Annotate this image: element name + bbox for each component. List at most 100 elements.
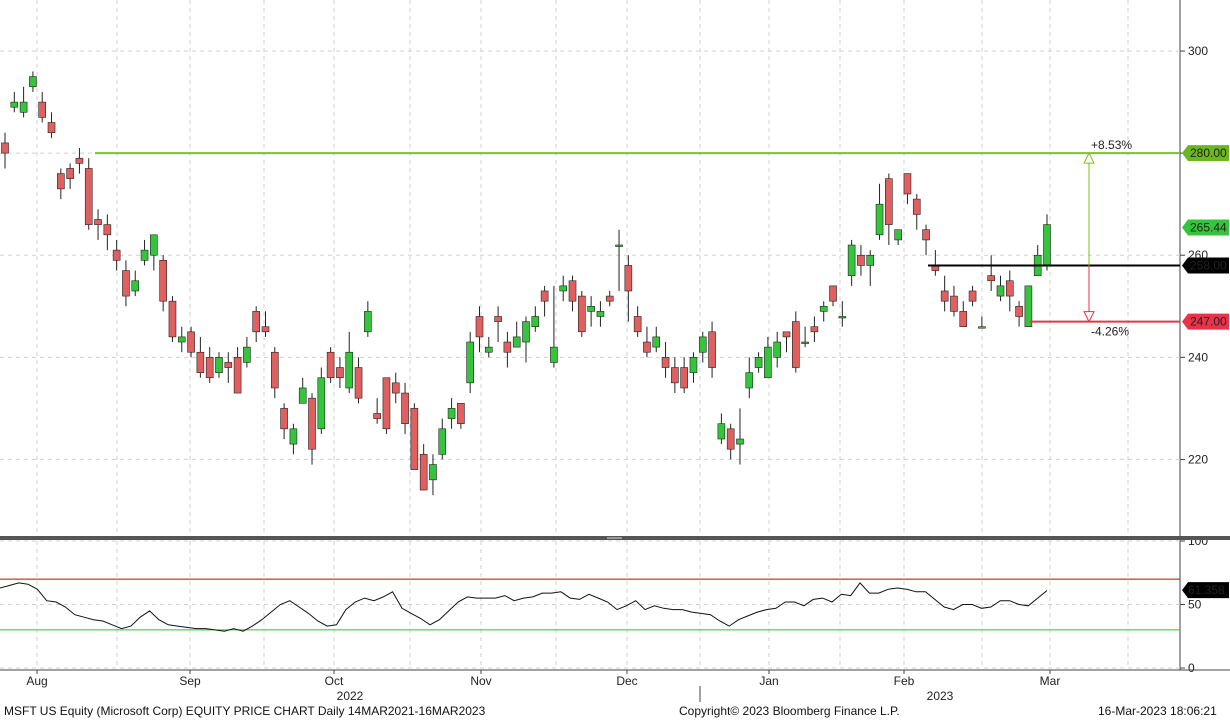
candle-body — [736, 438, 744, 445]
candle-body — [559, 285, 568, 292]
candle-body — [345, 351, 354, 389]
candle-body — [754, 357, 763, 368]
candle-body — [968, 290, 977, 302]
candle-body — [280, 408, 288, 430]
candle-body — [150, 234, 158, 256]
candle-body — [475, 316, 484, 338]
candle-body — [782, 331, 791, 338]
candle-body — [503, 341, 512, 353]
candle-body — [66, 168, 74, 179]
candle-body — [950, 295, 958, 312]
candle-body — [847, 244, 856, 276]
candle-body — [1, 142, 9, 154]
candle-body — [131, 280, 140, 292]
up-arrow-head — [1083, 152, 1095, 164]
candle-body — [243, 346, 251, 363]
candle-body — [373, 413, 381, 419]
level-price-label: 258.00 — [1190, 258, 1227, 272]
candle-body — [885, 178, 893, 225]
candle-body — [987, 275, 995, 282]
footer-copyright: Copyright© 2023 Bloomberg Finance L.P. — [679, 704, 900, 718]
x-month-label: Mar — [1040, 674, 1061, 688]
level-price-tag — [1182, 257, 1229, 274]
x-month-label: Nov — [470, 674, 491, 688]
x-month-label: Jan — [759, 674, 778, 688]
candle-body — [103, 224, 112, 236]
rsi-y-tick-label: 50 — [1188, 598, 1202, 612]
candle-body — [894, 229, 902, 241]
last-price-label: 265.44 — [1190, 220, 1227, 234]
candle-body — [578, 295, 586, 333]
candle-body — [568, 280, 577, 302]
candle-body — [10, 101, 19, 108]
candle-body — [19, 101, 28, 113]
candle-body — [429, 464, 437, 481]
candle-body — [689, 357, 698, 373]
candle-body — [410, 408, 419, 470]
candle-body — [364, 311, 372, 333]
candle-body — [1015, 305, 1023, 317]
candle-body — [680, 367, 688, 389]
candle-body — [494, 316, 502, 322]
candle-body — [187, 331, 195, 353]
candle-body — [438, 428, 447, 455]
x-month-label: Feb — [894, 674, 915, 688]
candle-body — [978, 326, 986, 329]
candle-body — [466, 341, 474, 384]
rsi-y-tick-label: 0 — [1188, 661, 1195, 675]
y-tick-label: 220 — [1188, 452, 1208, 466]
candle-body — [159, 260, 167, 302]
candle-body — [540, 290, 549, 302]
level-price-label: 247.00 — [1190, 315, 1227, 329]
candle-body — [326, 351, 335, 379]
last-price-tag — [1182, 219, 1229, 236]
footer-security-description: MSFT US Equity (Microsoft Corp) EQUITY P… — [4, 704, 486, 718]
candle-body — [271, 351, 279, 389]
candle-body — [922, 229, 930, 241]
candle-body — [382, 377, 391, 430]
candle-body — [484, 346, 493, 353]
candle-body — [401, 392, 409, 424]
x-year-label: 2023 — [927, 689, 954, 703]
candle-body — [57, 173, 65, 190]
candle-body — [205, 357, 214, 379]
candle-body — [819, 305, 828, 312]
up-percent-label: +8.53% — [1091, 138, 1132, 152]
candle-body — [875, 203, 884, 236]
candle-body — [838, 316, 847, 319]
candle-body — [215, 357, 223, 373]
candle-body — [317, 377, 326, 430]
candle-body — [336, 367, 344, 379]
candle-body — [47, 122, 56, 134]
candle-body — [29, 76, 37, 88]
candle-body — [587, 305, 595, 312]
candle-body — [792, 321, 800, 368]
candle-body — [531, 316, 540, 328]
x-month-label: Oct — [325, 674, 344, 688]
candle-body — [596, 311, 605, 317]
rsi-last-label: 61.358 — [1188, 583, 1225, 597]
candle-body — [112, 249, 121, 261]
candle-body — [233, 357, 242, 394]
candle-body — [773, 341, 781, 358]
candle-body — [84, 168, 93, 225]
candle-body — [289, 428, 298, 445]
candle-body — [550, 346, 558, 363]
candle-body — [708, 331, 716, 368]
candle-body — [419, 454, 428, 491]
x-year-label: 2022 — [337, 689, 364, 703]
candle-body — [354, 367, 363, 399]
candle-body — [512, 336, 521, 348]
candle-body — [643, 341, 651, 353]
candle-body — [391, 382, 400, 394]
candle-body — [903, 173, 912, 195]
candle-body — [1043, 224, 1051, 266]
candle-body — [940, 290, 949, 302]
candle-body — [94, 219, 102, 225]
candle-body — [140, 249, 149, 261]
candle-body — [764, 346, 772, 379]
footer-timestamp: 16-Mar-2023 18:06:21 — [1098, 704, 1217, 718]
candle-body — [122, 270, 130, 297]
candle-body — [196, 351, 205, 373]
